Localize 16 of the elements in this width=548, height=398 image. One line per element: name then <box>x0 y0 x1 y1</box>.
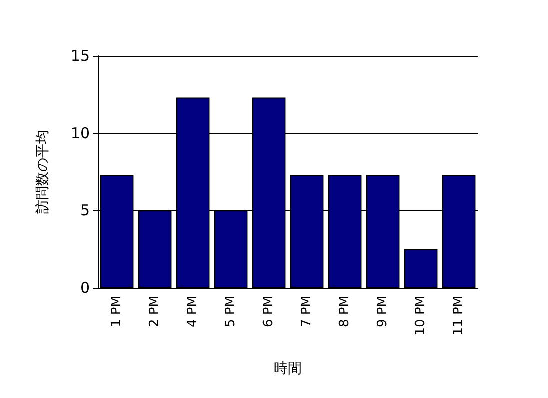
x-tick-label: 9 PM <box>376 296 390 328</box>
x-tick-label: 4 PM <box>186 296 200 328</box>
x-tick-label: 7 PM <box>300 296 314 328</box>
x-tick-label: 5 PM <box>224 296 238 328</box>
y-axis-title: 訪問数の平均 <box>35 130 51 214</box>
x-axis-title: 時間 <box>274 361 302 377</box>
x-tick-label: 1 PM <box>110 296 124 328</box>
x-tick-label: 10 PM <box>414 296 428 336</box>
x-tick-label: 11 PM <box>452 296 466 336</box>
y-tick-label: 15 <box>70 47 90 65</box>
x-tick-label: 8 PM <box>338 296 352 328</box>
x-tick-label: 6 PM <box>262 296 276 328</box>
y-tick-label: 10 <box>70 124 90 142</box>
x-tick-label: 2 PM <box>148 296 162 328</box>
y-tick-label: 5 <box>80 202 90 220</box>
y-tick-label: 0 <box>80 279 90 297</box>
